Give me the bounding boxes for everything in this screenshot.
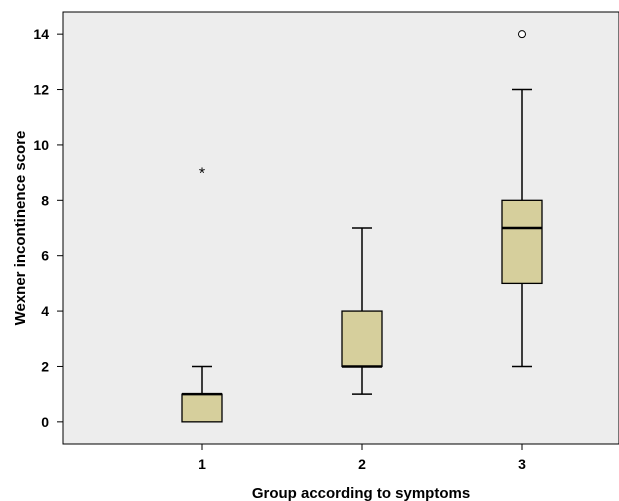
y-axis: 0 2 4 6 8 10 12 14 (33, 26, 63, 430)
x-tick-label: 1 (198, 456, 206, 472)
box-iqr (181, 393, 223, 423)
x-axis: 1 2 3 (198, 444, 526, 472)
box-group: * (181, 30, 543, 423)
y-tick-label: 8 (41, 192, 49, 208)
y-tick-label: 6 (41, 248, 49, 264)
x-axis-title: Group according to symptoms (252, 485, 470, 501)
y-tick-label: 0 (41, 414, 49, 430)
y-tick-label: 14 (33, 26, 49, 42)
x-tick-label: 2 (358, 456, 366, 472)
x-tick-label: 3 (518, 456, 526, 472)
box-iqr (341, 310, 383, 368)
y-tick-label: 10 (33, 137, 49, 153)
outlier-point (518, 30, 526, 39)
box-iqr (501, 199, 543, 285)
y-tick-label: 4 (41, 303, 49, 319)
y-tick-label: 12 (33, 82, 49, 98)
extreme-point: * (199, 166, 205, 183)
y-axis-title: Wexner incontinence score (12, 131, 29, 326)
y-tick-label: 2 (41, 358, 49, 374)
